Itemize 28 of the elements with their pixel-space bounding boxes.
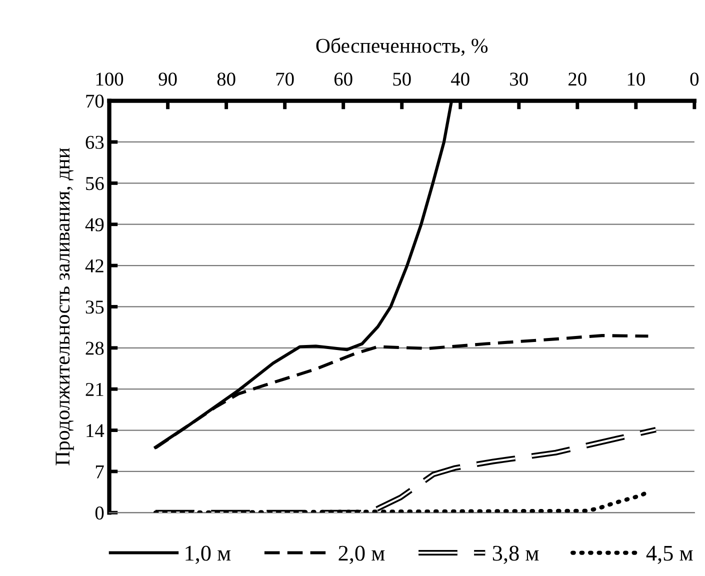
y-tick-label: 70 (86, 94, 104, 108)
y-tick-label: 0 (95, 506, 104, 520)
x-tick-label: 100 (96, 72, 124, 86)
y-tick-label: 28 (86, 342, 104, 355)
x-tick-label: 0 (690, 72, 699, 86)
x-tick-label: 70 (276, 72, 294, 86)
y-tick-label: 49 (85, 218, 104, 232)
x-tick-label: 90 (158, 72, 177, 86)
y-tick-label: 56 (86, 177, 104, 190)
y-tick-label: 42 (85, 259, 104, 272)
x-tick-label: 50 (393, 72, 411, 86)
y-tick-label: 21 (86, 382, 104, 396)
y-tick-label: 7 (96, 465, 104, 478)
y-axis-title: Продолжительность заливания, дни (56, 148, 74, 466)
legend-label: 4,5 м (646, 546, 693, 564)
x-tick-label: 10 (628, 72, 645, 86)
legend-label: 3,8 м (492, 546, 539, 564)
x-axis-title: Обеспеченность, % (316, 38, 488, 56)
y-tick-label: 35 (86, 300, 104, 314)
x-tick-label: 30 (510, 72, 528, 86)
legend-label: 2,0 м (338, 546, 385, 564)
x-tick-label: 60 (334, 72, 352, 86)
legend-label: 1,0 м (186, 546, 231, 564)
y-tick-label: 14 (86, 424, 104, 438)
x-tick-label: 40 (451, 72, 470, 86)
x-tick-label: 20 (568, 72, 586, 86)
x-tick-label: 80 (217, 72, 236, 86)
y-tick-label: 63 (86, 136, 104, 149)
